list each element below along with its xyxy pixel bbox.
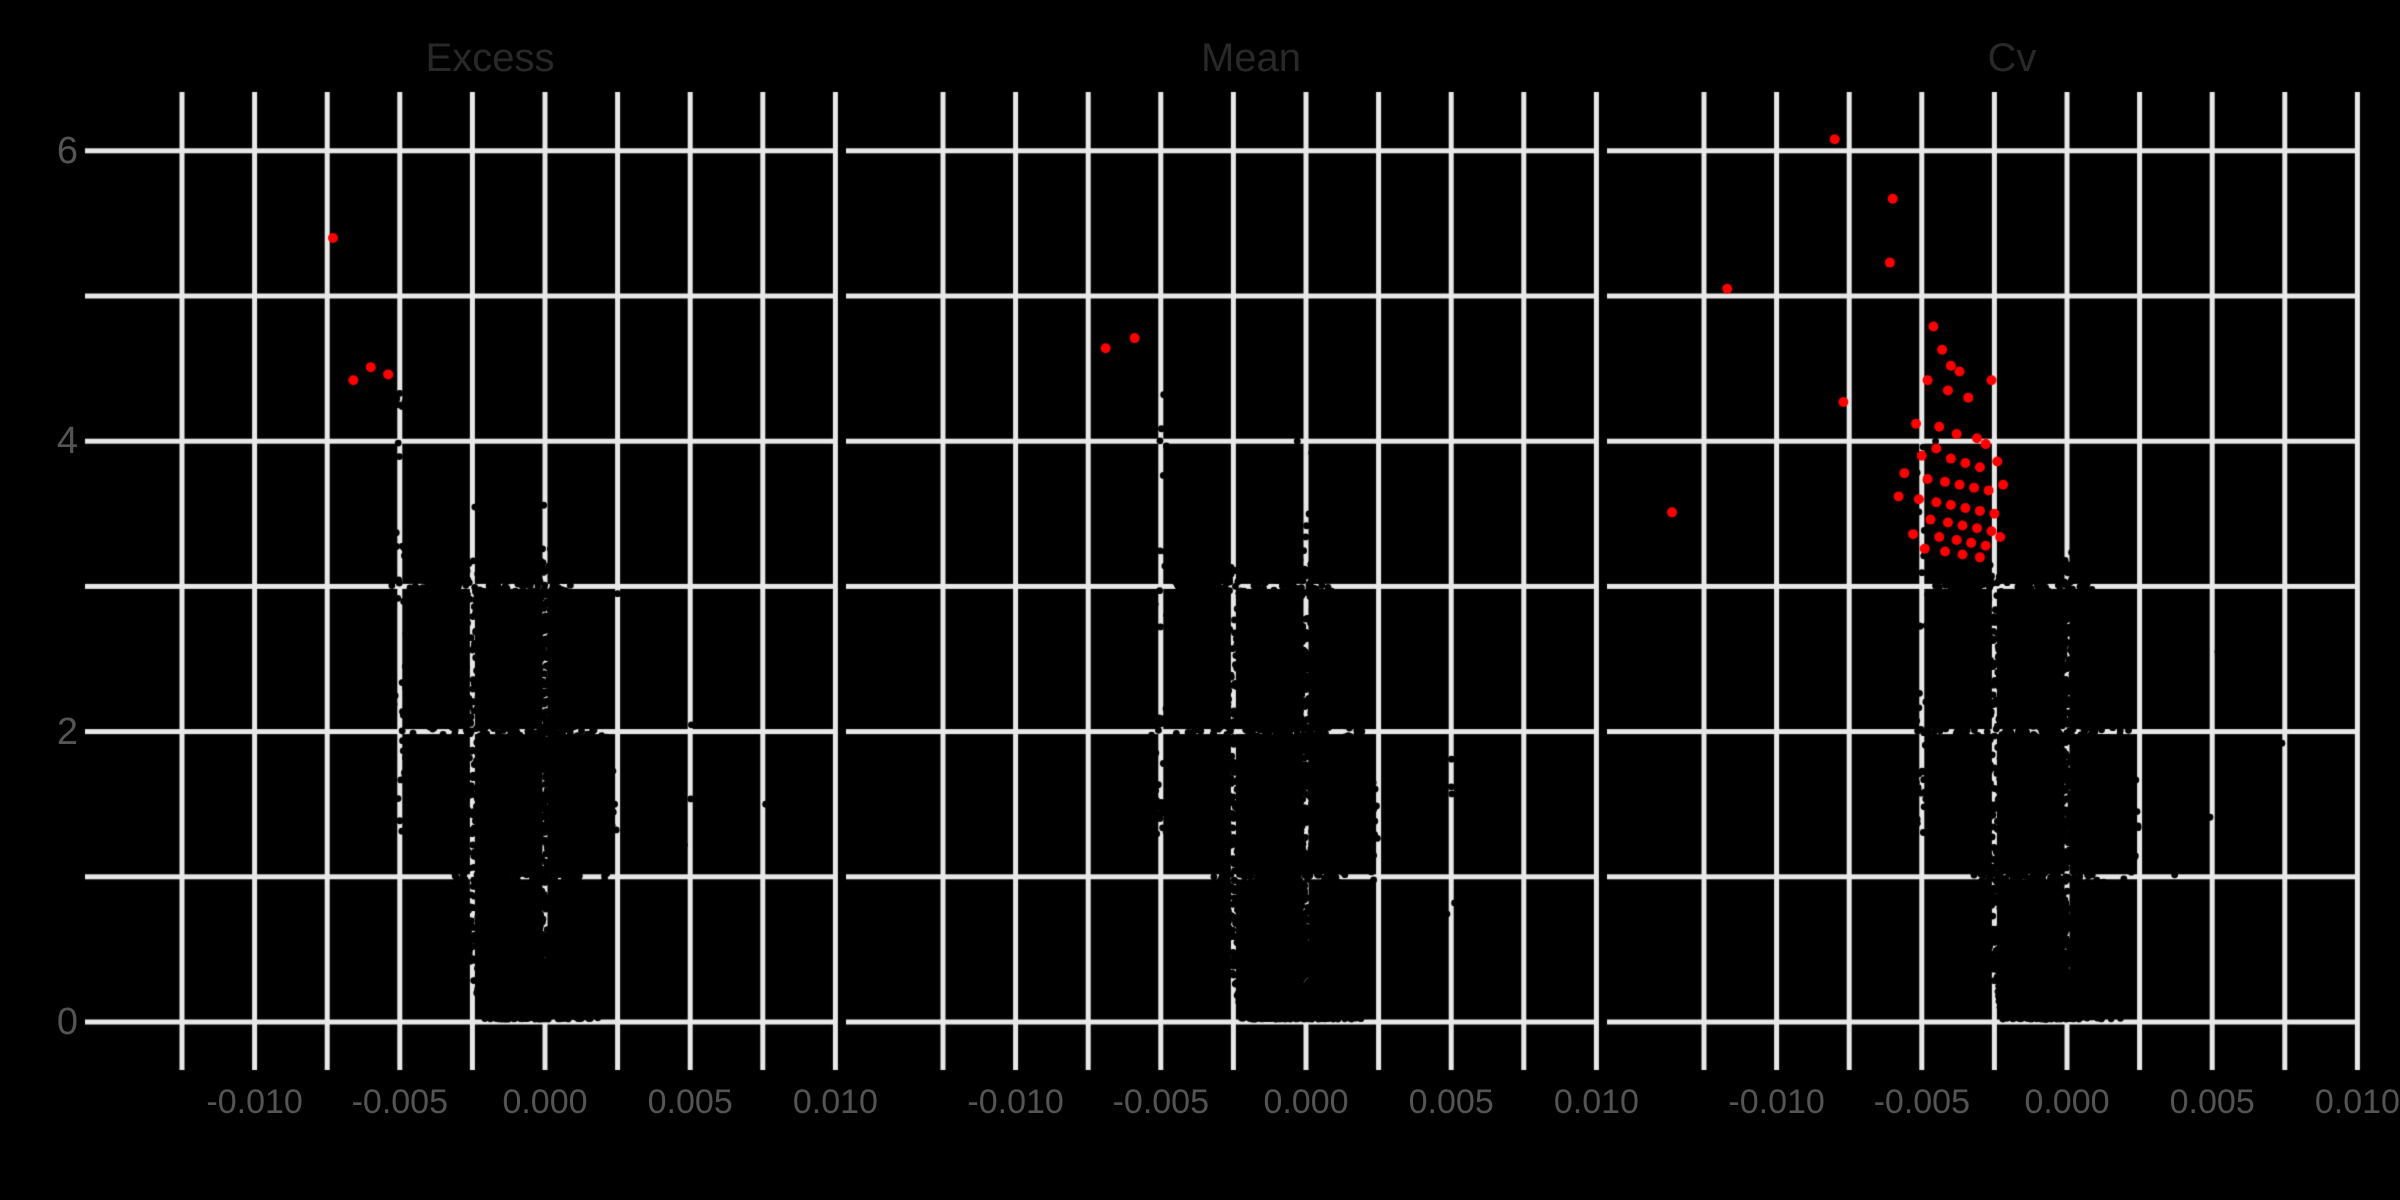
x-tick-label: -0.005 [1112, 1083, 1209, 1121]
panel-title-mean: Mean [1200, 36, 1302, 80]
x-tick-label: 0.000 [502, 1083, 588, 1121]
y-tick-label-0: 0 [56, 1001, 78, 1043]
x-tick-label: 0.010 [792, 1083, 878, 1121]
x-tick-label: -0.005 [1873, 1083, 1970, 1121]
panel-title-cv: Cv [1987, 36, 2037, 80]
x-tick-label: 0.000 [1263, 1083, 1349, 1121]
x-tick-label: 0.000 [2024, 1083, 2110, 1121]
x-tick-label: 0.010 [1553, 1083, 1639, 1121]
x-tick-label: 0.005 [647, 1083, 733, 1121]
x-tick-label: -0.010 [206, 1083, 303, 1121]
y-tick-label-6: 6 [56, 130, 78, 172]
x-tick-label: -0.010 [967, 1083, 1064, 1121]
y-tick-label-2: 2 [56, 711, 78, 753]
x-tick-label: -0.010 [1728, 1083, 1825, 1121]
x-tick-label: 0.005 [2169, 1083, 2255, 1121]
panel-title-excess: Excess [425, 36, 555, 80]
x-tick-label: -0.005 [351, 1083, 448, 1121]
x-tick-label: 0.005 [1408, 1083, 1494, 1121]
y-tick-label-4: 4 [56, 420, 78, 462]
x-tick-label: 0.010 [2314, 1083, 2400, 1121]
